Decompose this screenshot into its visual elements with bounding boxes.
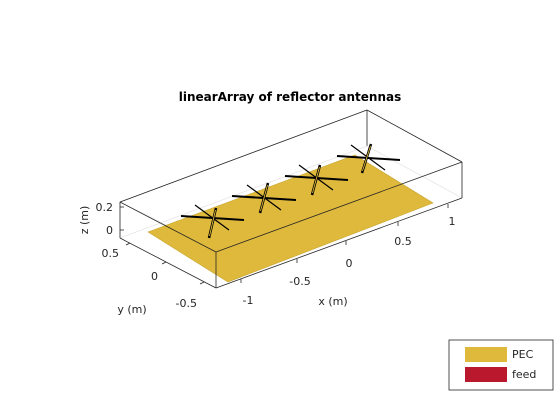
legend-swatch-feed [465, 367, 507, 382]
legend-label-feed: feed [512, 368, 536, 381]
y-tick-label: -0.5 [176, 297, 197, 310]
y-tick-label: 0 [151, 270, 158, 283]
dipole-element-4 [336, 143, 401, 174]
x-tick-label: 1 [449, 215, 456, 228]
x-tick-label: -1 [243, 294, 254, 307]
dipole-element-3 [284, 164, 349, 196]
legend-label-pec: PEC [512, 348, 534, 361]
x-tick-label: 0 [346, 257, 353, 270]
dipole-element-2 [231, 182, 297, 214]
z-axis-ticks [120, 206, 124, 231]
legend: PEC feed [448, 339, 554, 391]
chart-title: linearArray of reflector antennas [179, 90, 402, 104]
y-axis-label: y (m) [117, 303, 146, 316]
z-tick-label: 0.2 [96, 201, 114, 214]
z-tick-label: 0 [106, 224, 113, 237]
y-axis-ticks [125, 242, 205, 285]
legend-swatch-pec [465, 347, 507, 362]
z-axis-label: z (m) [78, 206, 91, 235]
x-axis-label: x (m) [318, 295, 347, 308]
y-tick-label: 0.5 [102, 247, 120, 260]
x-tick-label: -0.5 [289, 275, 310, 288]
axes-box-front [119, 161, 463, 289]
x-tick-label: 0.5 [394, 235, 412, 248]
pec-ground-plane [147, 154, 434, 283]
x-axis-ticks [240, 204, 449, 283]
dipole-element-1 [180, 204, 245, 239]
